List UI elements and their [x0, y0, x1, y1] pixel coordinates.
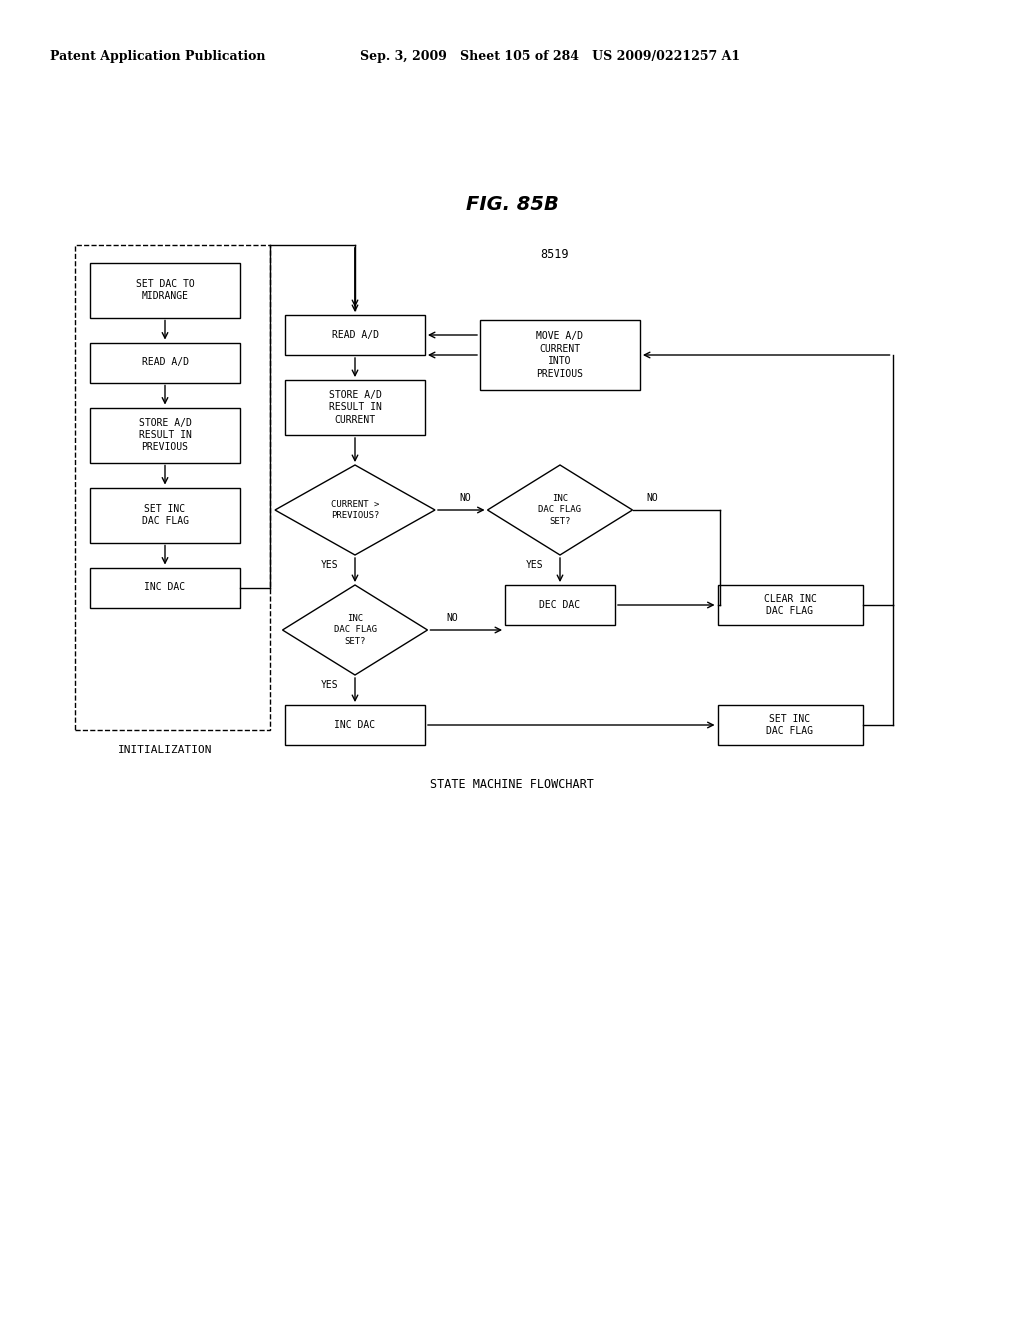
Text: INITIALIZATION: INITIALIZATION	[118, 744, 212, 755]
Text: NO: NO	[446, 612, 459, 623]
Text: MOVE A/D
CURRENT
INTO
PREVIOUS: MOVE A/D CURRENT INTO PREVIOUS	[537, 331, 584, 379]
FancyBboxPatch shape	[285, 380, 425, 436]
Text: Patent Application Publication: Patent Application Publication	[50, 50, 265, 63]
FancyBboxPatch shape	[90, 568, 240, 607]
FancyBboxPatch shape	[90, 342, 240, 383]
FancyBboxPatch shape	[718, 705, 862, 744]
Text: STATE MACHINE FLOWCHART: STATE MACHINE FLOWCHART	[430, 779, 594, 792]
FancyBboxPatch shape	[90, 408, 240, 462]
Text: INC DAC: INC DAC	[144, 582, 185, 593]
Text: DEC DAC: DEC DAC	[540, 601, 581, 610]
Polygon shape	[487, 465, 633, 554]
Text: STORE A/D
RESULT IN
CURRENT: STORE A/D RESULT IN CURRENT	[329, 391, 381, 425]
Text: 8519: 8519	[540, 248, 568, 261]
FancyBboxPatch shape	[285, 315, 425, 355]
Text: INC
DAC FLAG
SET?: INC DAC FLAG SET?	[334, 614, 377, 645]
FancyBboxPatch shape	[505, 585, 615, 624]
Text: YES: YES	[322, 560, 339, 570]
Text: CLEAR INC
DAC FLAG: CLEAR INC DAC FLAG	[764, 594, 816, 616]
Text: SET INC
DAC FLAG: SET INC DAC FLAG	[767, 714, 813, 737]
FancyBboxPatch shape	[285, 705, 425, 744]
Text: SET DAC TO
MIDRANGE: SET DAC TO MIDRANGE	[135, 279, 195, 301]
Text: Sep. 3, 2009   Sheet 105 of 284   US 2009/0221257 A1: Sep. 3, 2009 Sheet 105 of 284 US 2009/02…	[360, 50, 740, 63]
Text: YES: YES	[526, 560, 544, 570]
Text: FIG. 85B: FIG. 85B	[466, 195, 558, 214]
FancyBboxPatch shape	[718, 585, 862, 624]
Polygon shape	[275, 465, 435, 554]
FancyBboxPatch shape	[90, 263, 240, 318]
Polygon shape	[283, 585, 427, 675]
Text: INC DAC: INC DAC	[335, 719, 376, 730]
FancyBboxPatch shape	[480, 319, 640, 389]
Text: INC
DAC FLAG
SET?: INC DAC FLAG SET?	[539, 495, 582, 525]
Text: SET INC
DAC FLAG: SET INC DAC FLAG	[141, 504, 188, 527]
Text: YES: YES	[322, 680, 339, 690]
FancyBboxPatch shape	[75, 246, 270, 730]
FancyBboxPatch shape	[90, 487, 240, 543]
Text: READ A/D: READ A/D	[332, 330, 379, 341]
Text: STORE A/D
RESULT IN
PREVIOUS: STORE A/D RESULT IN PREVIOUS	[138, 417, 191, 453]
Text: NO: NO	[459, 492, 471, 503]
Text: CURRENT >
PREVIOUS?: CURRENT > PREVIOUS?	[331, 500, 379, 520]
Text: NO: NO	[646, 492, 658, 503]
Text: READ A/D: READ A/D	[141, 358, 188, 367]
